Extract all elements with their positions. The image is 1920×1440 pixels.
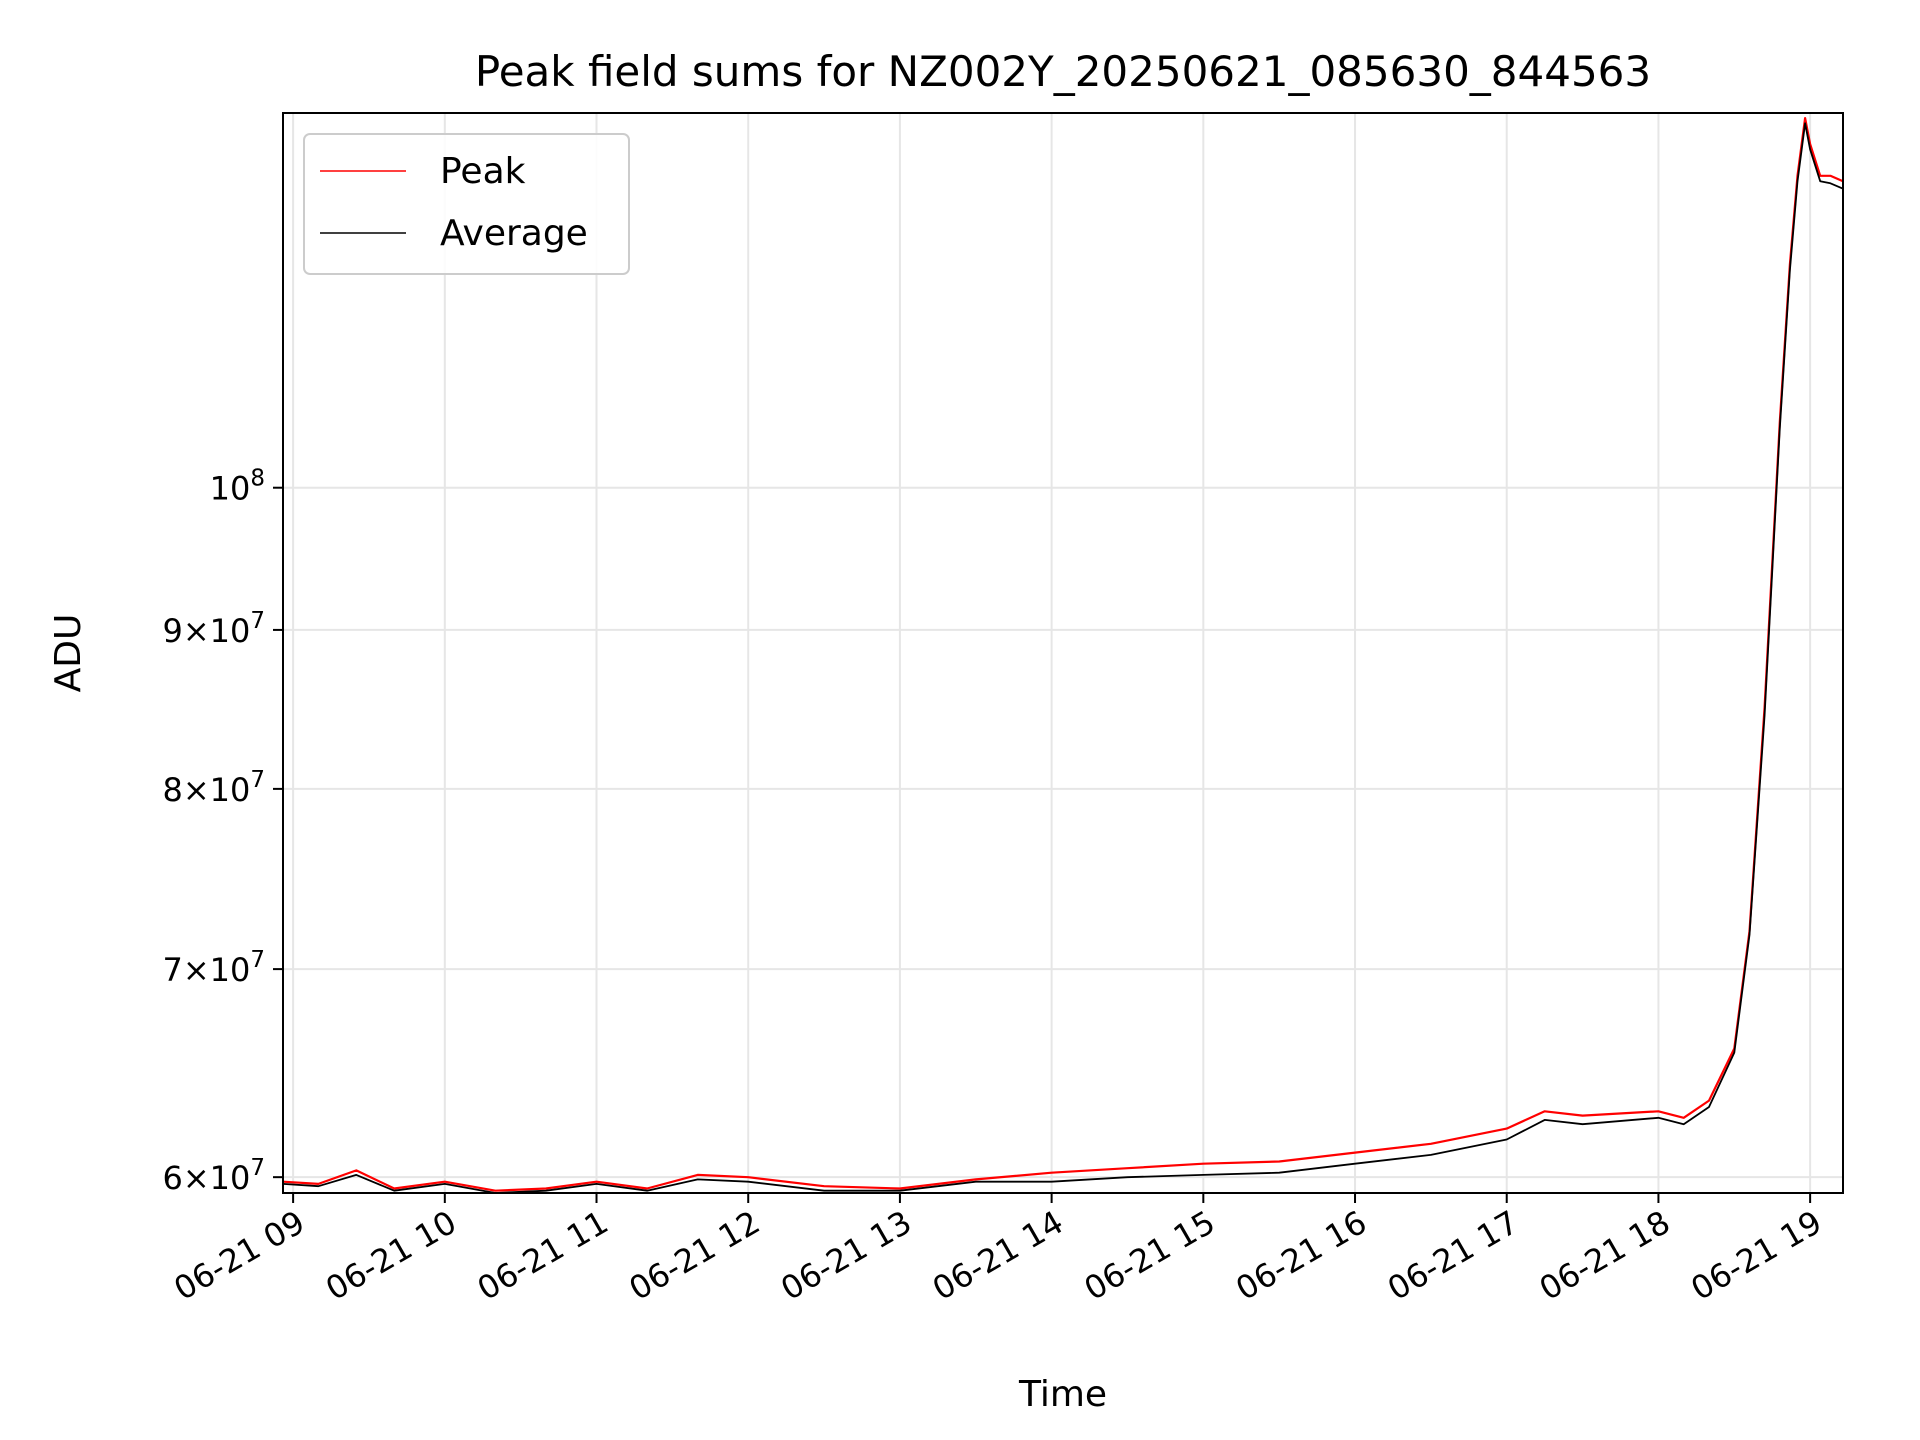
x-tick-label: 06-21 16 <box>1229 1203 1373 1308</box>
y-tick-label: 7×107 <box>162 947 265 989</box>
y-axis-label: ADU <box>48 614 89 693</box>
series-line-average <box>282 122 1844 1194</box>
x-ticks: 06-21 09 06-21 10 06-21 11 06-21 12 06-21 13… <box>168 1193 1829 1308</box>
x-tick-label: 06-21 18 <box>1533 1203 1677 1308</box>
legend-label-peak: Peak <box>440 151 526 192</box>
grid <box>283 113 1843 1193</box>
y-ticks: 6×107 7×107 8×107 9×107 108 <box>162 466 283 1197</box>
y-tick-label: 6×107 <box>162 1155 265 1197</box>
x-tick-label: 06-21 11 <box>471 1203 615 1308</box>
chart-title: Peak field sums for NZ002Y_20250621_0856… <box>475 47 1651 96</box>
x-axis-label: Time <box>1018 1374 1107 1415</box>
x-tick-label: 06-21 14 <box>926 1203 1070 1308</box>
axes-frame <box>282 112 1844 1194</box>
x-tick-label: 06-21 19 <box>1685 1203 1829 1308</box>
legend-label-average: Average <box>440 213 588 254</box>
x-tick-label: 06-21 13 <box>774 1203 918 1308</box>
x-tick-label: 06-21 17 <box>1381 1203 1525 1308</box>
x-tick-label: 06-21 10 <box>319 1203 463 1308</box>
legend: Peak Average <box>303 133 630 275</box>
y-tick-label: 8×107 <box>162 767 265 809</box>
y-tick-label: 108 <box>210 466 265 508</box>
x-tick-label: 06-21 09 <box>168 1203 312 1308</box>
series-line-peak <box>282 116 1844 1192</box>
x-tick-label: 06-21 12 <box>623 1203 767 1308</box>
plot-lines <box>282 116 1844 1194</box>
legend-box <box>303 133 630 275</box>
y-tick-label: 9×107 <box>162 608 265 650</box>
x-tick-label: 06-21 15 <box>1078 1203 1222 1308</box>
